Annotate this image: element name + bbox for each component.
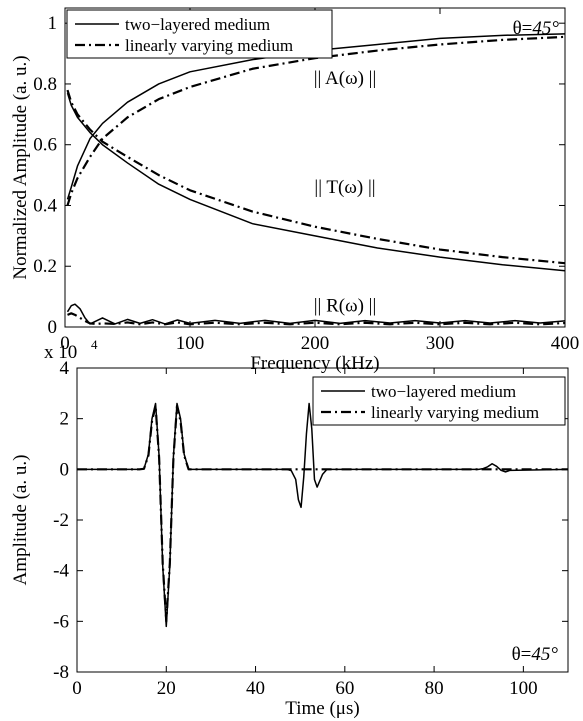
x-axis-label: Time (μs): [285, 698, 359, 719]
y-axis-label: Normalized Amplitude (a. u.): [10, 55, 31, 279]
series-line-0: [77, 403, 568, 626]
x-tick-label: 40: [246, 678, 265, 699]
y-tick-label: -8: [53, 662, 69, 683]
y-tick-label: 0.4: [33, 195, 57, 216]
y-tick-label: 0.8: [33, 74, 57, 95]
x-tick-label: 100: [509, 678, 538, 699]
y-tick-label: 0: [48, 317, 58, 338]
y-multiplier: x 10: [44, 342, 77, 363]
time-signal-plot: 0 20 40 60 80 100 -8 -6 -4 -2 0 2 4 Time (μs) Amplitud…: [10, 337, 568, 719]
legend-label: linearly varying medium: [125, 36, 293, 55]
x-tick-label: 60: [335, 678, 354, 699]
y-multiplier-exponent: 4: [91, 337, 98, 352]
x-tick-label: 400: [551, 333, 580, 354]
series-group: [77, 403, 568, 626]
y-tick-label: 0.2: [33, 256, 57, 277]
x-tick-label: 300: [426, 333, 455, 354]
x-tick-label: 0: [72, 678, 82, 699]
y-tick-label: -4: [53, 561, 69, 582]
legend-label: two−layered medium: [371, 382, 516, 401]
legend: two−layered medium linearly varying mediu…: [67, 10, 332, 58]
angle-annotation: θ=45°: [512, 644, 559, 665]
y-tick-label: 0.6: [33, 135, 57, 156]
curve-annotation: || T(ω) ||: [314, 177, 375, 198]
x-tick-label: 100: [176, 333, 205, 354]
legend: two−layered medium linearly varying mediu…: [313, 377, 565, 425]
y-axis-label: Amplitude (a. u.): [10, 455, 31, 586]
x-axis-label: Frequency (kHz): [250, 353, 379, 374]
y-tick-label: 2: [60, 409, 70, 430]
curve-annotation: || R(ω) ||: [314, 296, 377, 317]
x-tick-label: 200: [301, 333, 330, 354]
angle-annotation: θ=45°: [513, 18, 560, 39]
y-tick-label: -6: [53, 611, 69, 632]
y-tick-label: -2: [53, 510, 69, 531]
legend-label: two−layered medium: [125, 15, 270, 34]
y-tick-label: 0: [60, 459, 70, 480]
curve-annotation: || A(ω) ||: [314, 68, 377, 89]
y-tick-label: 1: [48, 13, 58, 34]
legend-label: linearly varying medium: [371, 403, 539, 422]
x-tick-label: 80: [425, 678, 444, 699]
x-tick-label: 20: [157, 678, 176, 699]
